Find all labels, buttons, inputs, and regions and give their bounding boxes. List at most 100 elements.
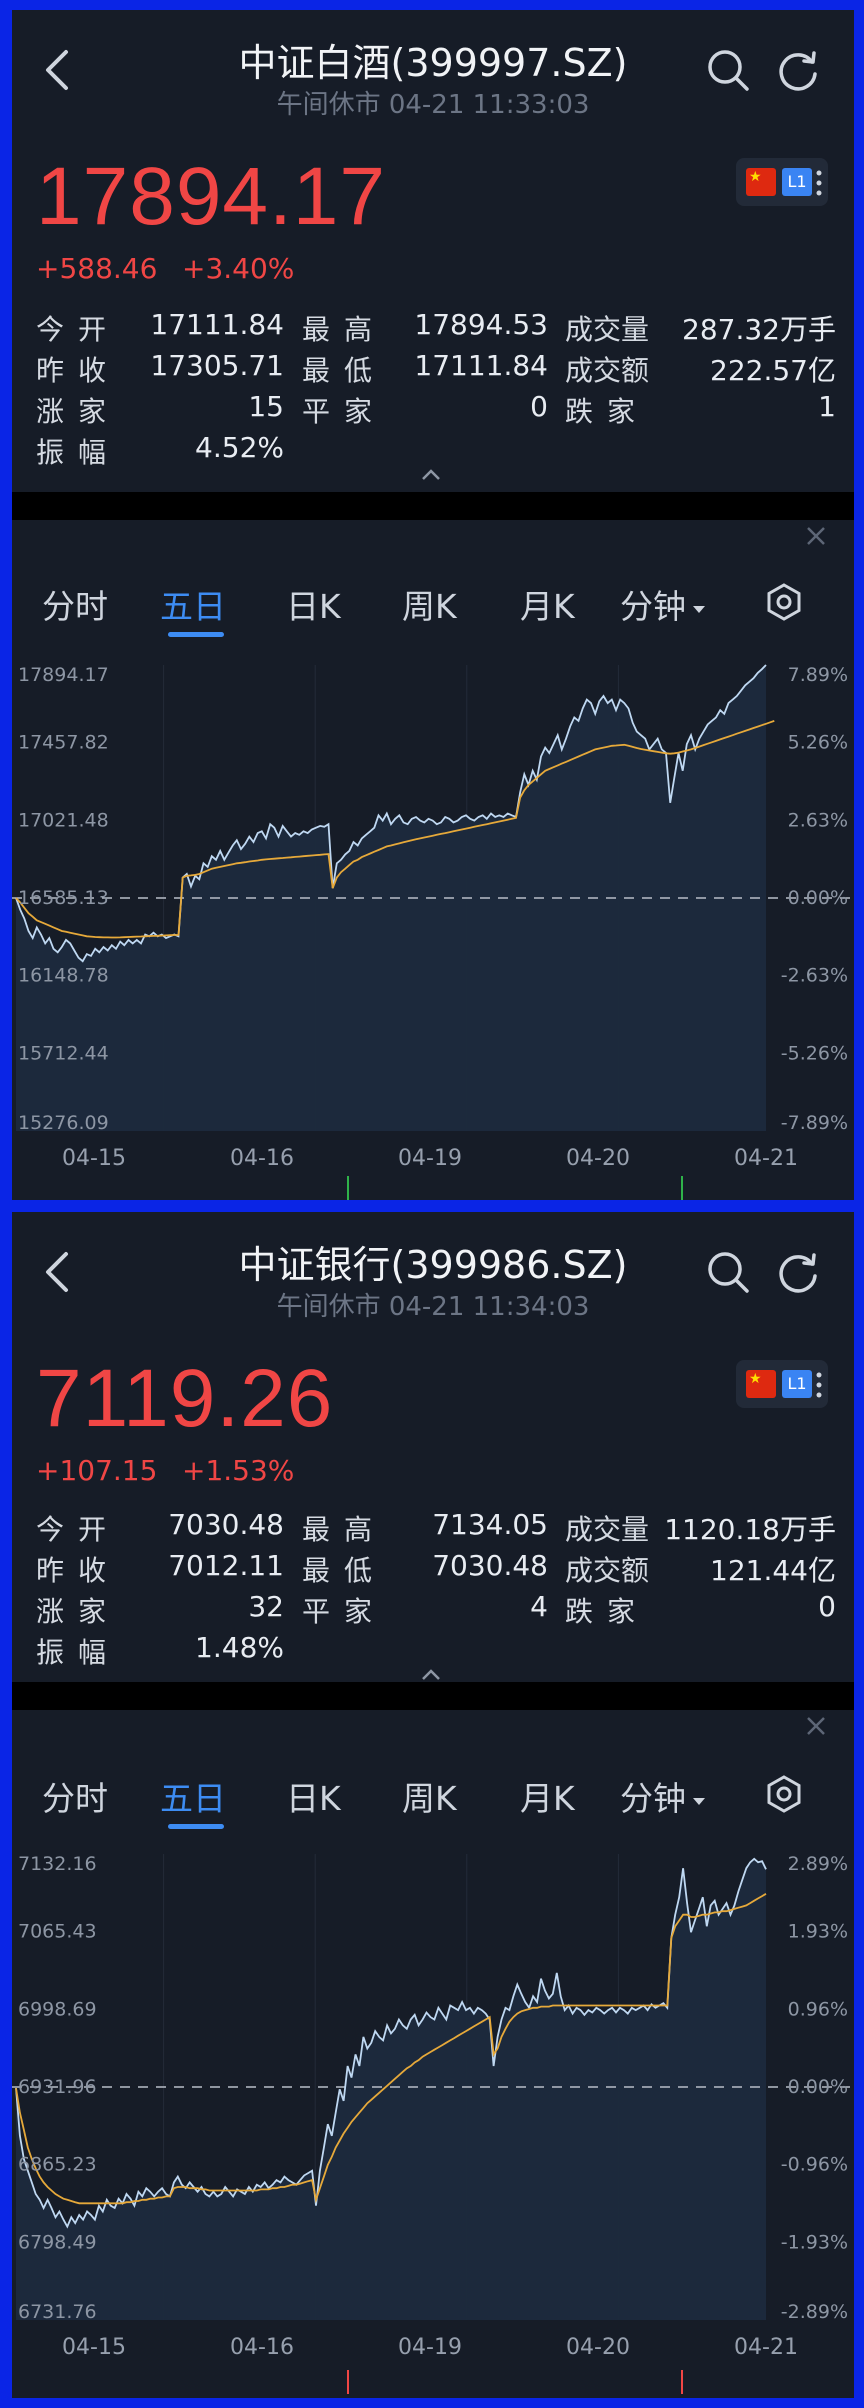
level1-badge: L1 <box>782 168 812 196</box>
decliners-value: 1 <box>818 390 836 423</box>
amount-value: 121.44亿 <box>710 1554 836 1587</box>
back-icon[interactable] <box>40 1250 74 1294</box>
y-axis-label-left: 6865.23 <box>18 2154 97 2176</box>
y-axis-label-right: 2.63% <box>788 809 848 831</box>
tab-daily-k[interactable]: 日K <box>286 587 341 626</box>
advancers-label: 涨家 <box>36 395 121 428</box>
caret-down-icon <box>693 1797 705 1805</box>
decliners-value: 0 <box>818 1590 836 1623</box>
tab-daily-k[interactable]: 日K <box>286 1779 341 1818</box>
page-title: 中证银行(399986.SZ) <box>238 1243 628 1287</box>
tab-monthly-k[interactable]: 月K <box>520 587 575 626</box>
tab-weekly-k[interactable]: 周K <box>402 587 457 626</box>
tab-monthly-k[interactable]: 月K <box>520 1779 575 1818</box>
volume-value: 1120.18万手 <box>664 1513 836 1546</box>
y-axis-label-right: 0.00% <box>788 887 848 909</box>
high-value: 7134.05 <box>432 1508 548 1541</box>
unchanged-value: 4 <box>530 1590 548 1623</box>
page-title: 中证白酒(399997.SZ) <box>238 41 628 85</box>
y-axis-label-left: 6731.76 <box>18 2301 97 2323</box>
y-axis-label-right: -2.63% <box>781 965 848 987</box>
y-axis-label-left: 6998.69 <box>18 1998 97 2020</box>
y-axis-label-right: -7.89% <box>781 1112 848 1134</box>
china-flag-icon: ★ <box>746 168 776 196</box>
five-day-chart: 17894.17 17457.82 17021.48 16585.13 16148.78… <box>12 645 854 1200</box>
y-axis-label-right: 0.00% <box>788 2076 848 2098</box>
refresh-icon[interactable] <box>774 46 822 94</box>
collapse-icon[interactable] <box>420 468 442 482</box>
caret-down-icon <box>693 605 705 613</box>
market-badge[interactable]: ★ L1 <box>736 158 828 206</box>
close-icon[interactable] <box>802 1712 830 1740</box>
settings-icon[interactable] <box>764 582 804 622</box>
tab-active-indicator <box>168 1824 224 1829</box>
more-icon[interactable] <box>816 1370 822 1400</box>
y-axis-label-right: -0.96% <box>781 2154 848 2176</box>
open-value: 7030.48 <box>168 1508 284 1541</box>
y-axis-label-left: 15276.09 <box>18 1112 109 1134</box>
amplitude-value: 4.52% <box>195 431 284 464</box>
x-axis-label: 04-16 <box>230 2335 294 2360</box>
y-axis-label-left: 6798.49 <box>18 2231 97 2253</box>
tab-five-day[interactable]: 五日 <box>160 1779 226 1818</box>
average-line <box>15 1893 767 2205</box>
y-axis-label-left: 17894.17 <box>18 664 109 686</box>
x-axis-label: 04-15 <box>62 1146 126 1171</box>
average-line <box>15 720 775 939</box>
amount-value: 222.57亿 <box>710 354 836 387</box>
y-axis-label-right: 1.93% <box>788 1921 848 1943</box>
y-axis-label-left: 16148.78 <box>18 965 109 987</box>
y-axis-label-right: 2.89% <box>788 1853 848 1875</box>
y-axis-label-left: 7132.16 <box>18 1853 97 1875</box>
tab-weekly-k[interactable]: 周K <box>402 1779 457 1818</box>
divider <box>12 1682 854 1710</box>
quote-panel-baijiu: 中证白酒(399997.SZ) 午间休市 04-21 11:33:03 1789… <box>12 10 854 1200</box>
tab-minute-label: 分钟 <box>620 587 686 626</box>
market-status: 午间休市 04-21 11:33:03 <box>276 90 590 120</box>
advancers-value: 32 <box>248 1590 284 1623</box>
x-axis-label: 04-20 <box>566 1146 630 1171</box>
unchanged-label: 平家 <box>302 395 387 428</box>
settings-icon[interactable] <box>764 1774 804 1814</box>
market-badge[interactable]: ★ L1 <box>736 1360 828 1408</box>
current-price: 17894.17 <box>36 151 387 242</box>
y-axis-label-left: 7065.43 <box>18 1921 97 1943</box>
advancers-label: 涨家 <box>36 1595 121 1628</box>
tab-minute[interactable]: 分钟 <box>620 1772 708 1820</box>
close-icon[interactable] <box>802 522 830 550</box>
high-value: 17894.53 <box>414 308 548 341</box>
refresh-icon[interactable] <box>774 1248 822 1296</box>
search-icon[interactable] <box>704 1248 752 1296</box>
x-axis-label: 04-19 <box>398 2335 462 2360</box>
amplitude-value: 1.48% <box>195 1631 284 1664</box>
x-axis-label: 04-19 <box>398 1146 462 1171</box>
tab-five-day[interactable]: 五日 <box>160 587 226 626</box>
advancers-value: 15 <box>248 390 284 423</box>
back-icon[interactable] <box>40 48 74 92</box>
five-day-chart: 7132.16 7065.43 6998.69 6931.96 6865.23 6798.… <box>12 1834 854 2394</box>
y-axis-label-right: 5.26% <box>788 732 848 754</box>
y-axis-label-left: 17457.82 <box>18 732 109 754</box>
low-label: 最低 <box>302 1554 387 1587</box>
search-icon[interactable] <box>704 46 752 94</box>
y-axis-label-right: -2.89% <box>781 2301 848 2323</box>
chart-canvas: 7132.16 7065.43 6998.69 6931.96 6865.23 6798.… <box>12 1853 854 2394</box>
price-line <box>15 1857 767 2229</box>
y-axis-label-left: 6931.96 <box>18 2076 97 2098</box>
tab-intraday[interactable]: 分时 <box>42 1779 108 1818</box>
x-axis-label: 04-21 <box>734 1146 798 1171</box>
tab-intraday[interactable]: 分时 <box>42 587 108 626</box>
price-line <box>15 664 767 963</box>
current-price: 7119.26 <box>36 1353 334 1444</box>
more-icon[interactable] <box>816 168 822 198</box>
y-axis-label-right: -1.93% <box>781 2231 848 2253</box>
low-value: 7030.48 <box>432 1549 548 1582</box>
prev-close-label: 昨收 <box>36 1554 121 1587</box>
price-area <box>16 1858 766 2320</box>
open-value: 17111.84 <box>150 308 284 341</box>
tab-minute[interactable]: 分钟 <box>620 580 708 628</box>
price-change: +588.46 <box>36 252 158 285</box>
open-label: 今开 <box>36 313 121 346</box>
collapse-icon[interactable] <box>420 1668 442 1682</box>
unchanged-label: 平家 <box>302 1595 387 1628</box>
